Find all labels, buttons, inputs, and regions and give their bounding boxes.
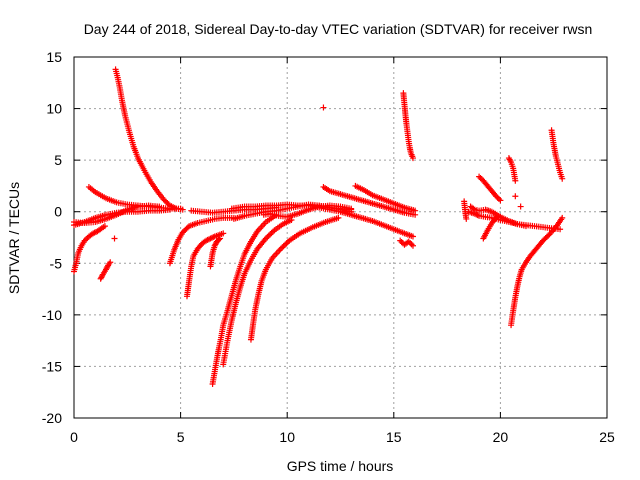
y-tick-label: 10 [46, 101, 62, 117]
data-point-marker [476, 173, 483, 180]
y-tick-label: -5 [50, 255, 63, 271]
series-arc-s [320, 183, 419, 218]
x-tick-label: 5 [177, 429, 185, 445]
y-tick-label: -10 [42, 307, 62, 323]
data-point-marker [179, 206, 186, 213]
series-arc-j [207, 235, 224, 270]
series-arc-w [400, 90, 416, 162]
data-point-marker [267, 231, 274, 238]
data-point-marker [522, 223, 529, 230]
data-point-marker [493, 214, 500, 221]
y-tick-label: 0 [54, 204, 62, 220]
data-point-marker [495, 195, 502, 202]
y-tick-label: -15 [42, 358, 62, 374]
series-arc-af [508, 214, 566, 329]
series-arc-g [112, 66, 186, 213]
data-point-marker [409, 155, 416, 162]
data-point-marker [335, 214, 342, 221]
data-point-marker [279, 244, 286, 251]
data-point-marker [507, 157, 514, 164]
x-tick-label: 10 [279, 429, 295, 445]
data-point-marker [320, 104, 327, 111]
data-point-marker [407, 240, 414, 247]
data-point-marker [477, 175, 484, 182]
data-point-marker [517, 203, 524, 210]
data-point-marker [107, 259, 114, 266]
series-arc-aa [476, 173, 504, 204]
series-arc-v [397, 237, 416, 249]
x-axis-label: GPS time / hours [287, 458, 394, 474]
series-arc-c [111, 235, 118, 242]
series-arc-m [220, 216, 295, 368]
x-tick-label: 0 [70, 429, 78, 445]
series-arc-u [316, 204, 416, 240]
series-arc-ae [517, 203, 524, 210]
series-arc-i [183, 230, 227, 300]
data-point-marker [397, 237, 404, 244]
x-tick-label: 25 [599, 429, 615, 445]
axis-ticks: 0 5 10 15 20 25 -20 -15 -10 -5 0 5 10 15 [42, 49, 615, 445]
series-arc-r [320, 104, 327, 111]
series-arc-n [247, 214, 342, 343]
data-point-marker [463, 215, 470, 222]
data-point-marker [559, 175, 566, 182]
data-point-marker [512, 177, 519, 184]
data-point-marker [559, 214, 566, 221]
data-point-marker [220, 230, 227, 237]
data-point-marker [280, 243, 287, 250]
series-arc-ad [512, 193, 519, 200]
data-point-marker [512, 193, 519, 200]
chart-title: Day 244 of 2018, Sidereal Day-to-day VTE… [84, 21, 593, 37]
series-arc-x [461, 198, 470, 222]
data-point-marker [288, 216, 295, 223]
series-arc-ab [480, 214, 500, 242]
grid-lines [74, 57, 607, 418]
y-axis-label: SDTVAR / TECUs [6, 182, 22, 294]
data-point-marker [111, 235, 118, 242]
series-arc-l [209, 211, 280, 387]
data-point-marker [283, 240, 290, 247]
data-markers [71, 66, 566, 387]
series-arc-b [97, 259, 114, 282]
data-point-marker [557, 226, 564, 233]
series-arc-ag [548, 127, 566, 182]
plot-frame [73, 56, 608, 419]
data-point-marker [348, 205, 355, 212]
data-point-marker [217, 235, 224, 242]
series-arc-h [166, 214, 237, 267]
data-point-marker [412, 207, 419, 214]
data-point-marker [99, 273, 106, 280]
x-tick-label: 15 [386, 429, 402, 445]
series-arc-a [71, 223, 108, 275]
data-point-marker [101, 223, 108, 230]
data-point-marker [409, 233, 416, 240]
series-arc-t [352, 182, 419, 214]
y-tick-label: 15 [46, 49, 62, 65]
data-point-marker [265, 232, 272, 239]
data-point-marker [268, 230, 275, 237]
y-tick-label: 5 [54, 152, 62, 168]
y-tick-label: -20 [42, 410, 62, 426]
data-point-marker [409, 242, 416, 249]
series-arc-q [260, 202, 355, 220]
data-point-marker [497, 197, 504, 204]
series-arc-ac [505, 155, 519, 184]
data-point-marker [492, 216, 499, 223]
x-tick-label: 20 [493, 429, 509, 445]
data-point-marker [215, 236, 222, 243]
series-arc-z [467, 203, 529, 230]
